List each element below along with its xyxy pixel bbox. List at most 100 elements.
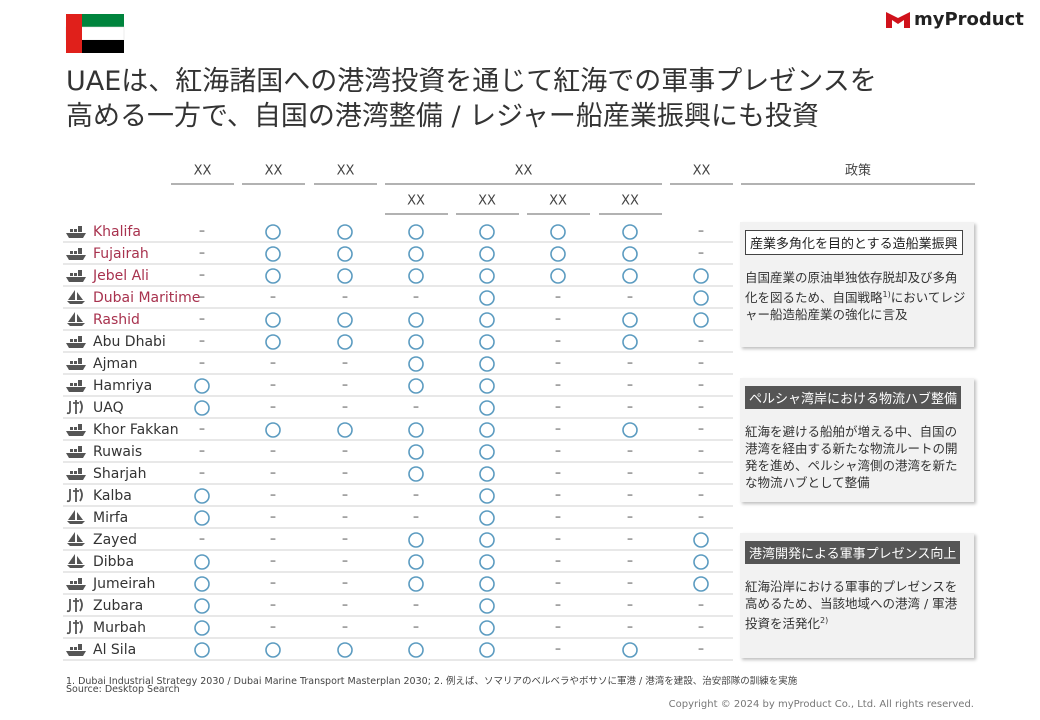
absence-dash: – bbox=[698, 466, 704, 480]
presence-circle bbox=[408, 312, 424, 328]
icon-shape bbox=[78, 226, 82, 232]
presence-circle bbox=[693, 290, 709, 306]
absence-dash: – bbox=[698, 642, 704, 656]
absence-dash: – bbox=[342, 466, 348, 480]
presence-circle bbox=[622, 312, 638, 328]
port-icon-fish bbox=[66, 400, 83, 415]
title: UAEは、紅海諸国への港湾投資を通じて紅海での軍事プレゼンスを 高める一方で、自国… bbox=[66, 64, 877, 134]
icon-shape bbox=[66, 343, 86, 348]
port-name: UAQ bbox=[93, 400, 124, 416]
presence-circle bbox=[265, 268, 281, 284]
policy-header: 政策 bbox=[845, 163, 871, 179]
absence-dash: – bbox=[270, 620, 276, 634]
absence-dash: – bbox=[342, 488, 348, 502]
port-icon-ship bbox=[66, 468, 86, 480]
absence-dash: – bbox=[270, 510, 276, 524]
presence-circle bbox=[479, 598, 495, 614]
absence-dash: – bbox=[199, 356, 205, 370]
icon-shape bbox=[70, 427, 73, 430]
presence-circle bbox=[337, 422, 353, 438]
presence-circle bbox=[408, 532, 424, 548]
absence-dash: – bbox=[555, 488, 561, 502]
absence-dash: – bbox=[413, 510, 419, 524]
absence-dash: – bbox=[199, 334, 205, 348]
icon-shape bbox=[66, 365, 86, 370]
absence-dash: – bbox=[627, 444, 633, 458]
presence-circle bbox=[693, 554, 709, 570]
presence-circle bbox=[479, 268, 495, 284]
policy-body: 自国産業の原油単独依存脱却及び多角化を図るため、自国戦略1)においてレジャー船造… bbox=[745, 269, 969, 323]
presence-circle bbox=[408, 224, 424, 240]
policy-heading: 港湾開発による軍事プレゼンス向上 bbox=[745, 541, 961, 564]
logo-text: myProduct bbox=[914, 9, 1024, 30]
presence-circle bbox=[408, 356, 424, 372]
absence-dash: – bbox=[199, 224, 205, 238]
port-name: Mirfa bbox=[93, 510, 128, 526]
icon-shape bbox=[70, 339, 73, 342]
presence-circle bbox=[479, 422, 495, 438]
policy-body: 紅海を避ける船舶が増える中、自国の港湾を経由する新たな物流ルートの開発を進め、ペ… bbox=[745, 423, 969, 491]
presence-circle bbox=[408, 422, 424, 438]
subcolumn-header: XX bbox=[621, 194, 639, 209]
icon-shape bbox=[74, 581, 77, 584]
absence-dash: – bbox=[555, 400, 561, 414]
presence-circle bbox=[479, 510, 495, 526]
icon-shape bbox=[67, 312, 85, 326]
presence-circle bbox=[550, 268, 566, 284]
presence-circle bbox=[194, 620, 210, 636]
absence-dash: – bbox=[555, 422, 561, 436]
absence-dash: – bbox=[199, 532, 205, 546]
absence-dash: – bbox=[555, 444, 561, 458]
port-icon-sail bbox=[67, 510, 85, 524]
absence-dash: – bbox=[627, 576, 633, 590]
absence-dash: – bbox=[698, 246, 704, 260]
absence-dash: – bbox=[698, 598, 704, 612]
presence-circle bbox=[479, 488, 495, 504]
presence-circle bbox=[408, 554, 424, 570]
icon-shape bbox=[78, 248, 82, 254]
icon-shape bbox=[78, 468, 82, 474]
icon-shape bbox=[74, 383, 77, 386]
presence-circle bbox=[194, 488, 210, 504]
port-name: Zubara bbox=[93, 598, 143, 614]
port-name: Hamriya bbox=[93, 378, 152, 394]
absence-dash: – bbox=[627, 510, 633, 524]
absence-dash: – bbox=[698, 422, 704, 436]
logo-icon bbox=[886, 12, 910, 28]
absence-dash: – bbox=[342, 378, 348, 392]
port-icon-ship bbox=[66, 380, 86, 392]
icon-shape bbox=[66, 233, 86, 238]
absence-dash: – bbox=[199, 246, 205, 260]
presence-circle bbox=[265, 422, 281, 438]
icon-shape bbox=[70, 251, 73, 254]
absence-dash: – bbox=[342, 532, 348, 546]
icon-shape bbox=[70, 471, 73, 474]
presence-circle bbox=[479, 554, 495, 570]
presence-circle bbox=[550, 224, 566, 240]
port-icon-ship bbox=[66, 578, 86, 590]
presence-circle bbox=[408, 444, 424, 460]
presence-circle bbox=[194, 642, 210, 658]
absence-dash: – bbox=[342, 620, 348, 634]
footnote-ref: 1) bbox=[882, 290, 891, 299]
absence-dash: – bbox=[698, 620, 704, 634]
presence-circle bbox=[194, 598, 210, 614]
absence-dash: – bbox=[698, 488, 704, 502]
absence-dash: – bbox=[627, 532, 633, 546]
presence-circle bbox=[622, 422, 638, 438]
absence-dash: – bbox=[199, 466, 205, 480]
presence-circle bbox=[479, 400, 495, 416]
presence-circle bbox=[194, 400, 210, 416]
presence-circle bbox=[479, 378, 495, 394]
title-line: 高める一方で、自国の港湾整備 / レジャー船産業振興にも投資 bbox=[66, 101, 819, 132]
icon-shape bbox=[74, 339, 77, 342]
absence-dash: – bbox=[342, 444, 348, 458]
port-name: Fujairah bbox=[93, 246, 149, 262]
icon-shape bbox=[66, 431, 86, 436]
presence-circle bbox=[622, 642, 638, 658]
source: Source: Desktop Search bbox=[66, 684, 180, 695]
absence-dash: – bbox=[342, 290, 348, 304]
absence-dash: – bbox=[555, 554, 561, 568]
